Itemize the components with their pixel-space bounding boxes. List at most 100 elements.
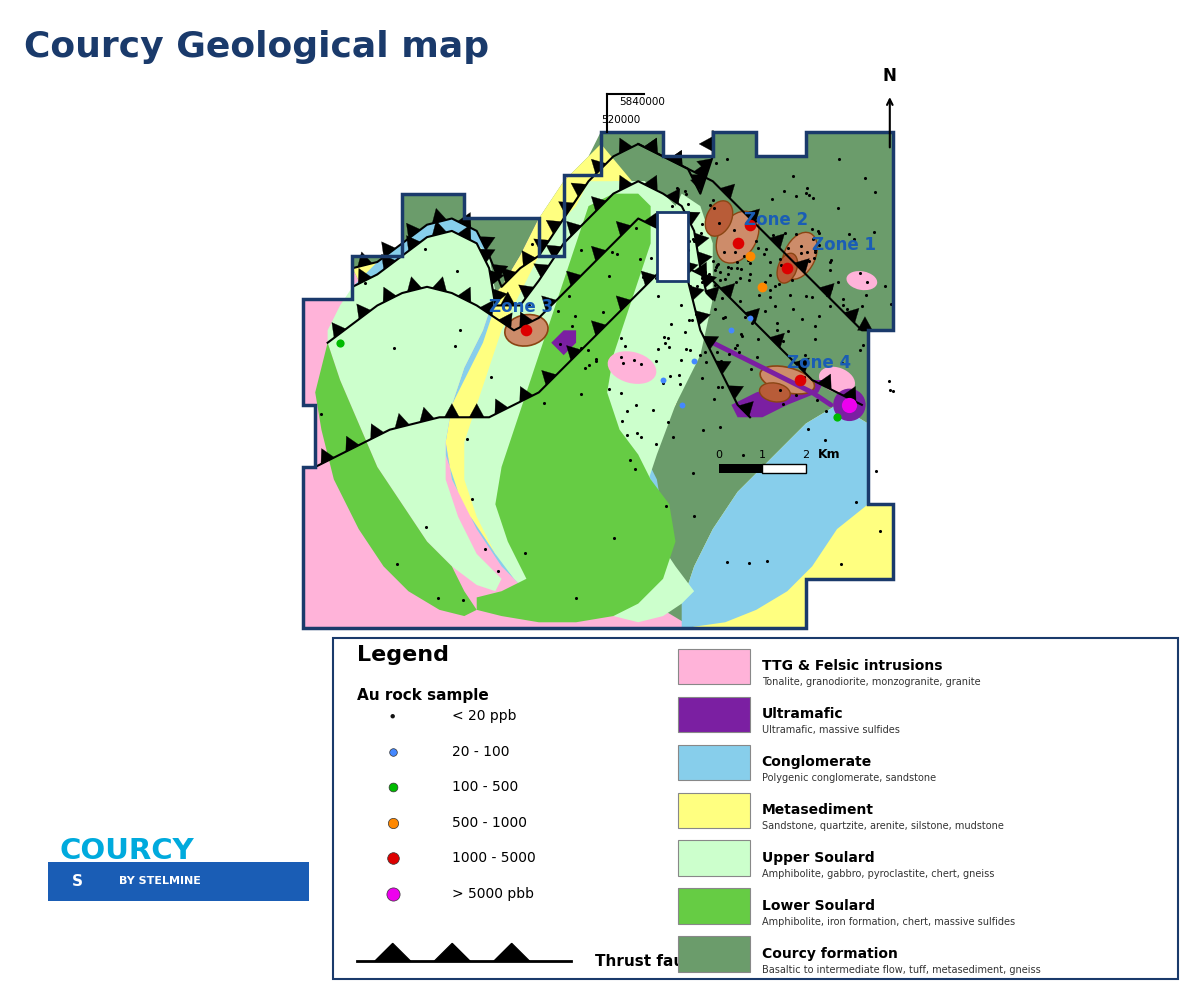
Point <box>489 563 508 579</box>
Point <box>729 344 749 360</box>
Point <box>695 344 714 360</box>
Point <box>684 465 703 481</box>
Point <box>787 187 806 203</box>
Point <box>770 383 789 398</box>
Polygon shape <box>641 271 656 286</box>
Polygon shape <box>745 209 759 224</box>
Text: Km: Km <box>819 448 841 460</box>
Polygon shape <box>539 131 892 628</box>
Point <box>856 171 875 186</box>
Point <box>808 223 827 239</box>
Bar <box>657 212 688 281</box>
Point <box>747 349 766 365</box>
Point <box>726 340 745 356</box>
Point <box>726 236 745 251</box>
Polygon shape <box>302 131 892 628</box>
Point <box>753 279 772 295</box>
Point <box>676 186 695 202</box>
Point <box>580 357 599 373</box>
Point <box>388 556 407 572</box>
Point <box>803 190 822 206</box>
Text: Ultramafic, massive sulfides: Ultramafic, massive sulfides <box>762 725 900 736</box>
Point <box>774 333 793 349</box>
Polygon shape <box>420 407 434 422</box>
Point <box>687 306 706 321</box>
Point <box>605 530 624 546</box>
Point <box>756 304 775 319</box>
Point <box>656 335 675 351</box>
Bar <box>678 649 750 684</box>
Point <box>796 288 815 304</box>
Point <box>684 353 703 369</box>
Point <box>721 259 740 275</box>
Point <box>690 347 709 363</box>
Point <box>578 342 597 358</box>
Text: Zone 3: Zone 3 <box>489 298 553 316</box>
Text: Tonalite, granodiorite, monzogranite, granite: Tonalite, granodiorite, monzogranite, gr… <box>762 677 981 687</box>
Point <box>663 186 682 202</box>
Point <box>740 555 759 571</box>
Point <box>687 278 706 294</box>
Point <box>798 421 818 437</box>
Point <box>516 322 536 338</box>
Polygon shape <box>358 251 372 267</box>
Polygon shape <box>858 317 872 330</box>
Polygon shape <box>407 223 420 239</box>
Polygon shape <box>352 193 539 324</box>
Point <box>662 317 681 332</box>
Point <box>782 272 801 288</box>
Polygon shape <box>619 176 632 190</box>
Point <box>620 452 639 467</box>
Point <box>768 321 787 337</box>
Point <box>766 278 785 294</box>
Text: 1000 - 5000: 1000 - 5000 <box>452 851 536 865</box>
Point <box>520 298 539 314</box>
Point <box>681 278 700 294</box>
Point <box>383 708 402 724</box>
Point <box>731 294 750 310</box>
Polygon shape <box>616 221 631 237</box>
Point <box>802 221 821 237</box>
Polygon shape <box>407 236 420 250</box>
Point <box>768 315 787 330</box>
Point <box>383 743 402 759</box>
Polygon shape <box>682 405 868 628</box>
Point <box>757 553 776 569</box>
Text: Courcy Geological map: Courcy Geological map <box>24 30 489 63</box>
Point <box>707 155 726 171</box>
Point <box>876 278 895 294</box>
Text: Polygenic conglomerate, sandstone: Polygenic conglomerate, sandstone <box>762 773 935 783</box>
Polygon shape <box>690 177 706 191</box>
Point <box>627 425 646 441</box>
Polygon shape <box>616 296 631 311</box>
Point <box>678 196 697 212</box>
Point <box>715 245 734 260</box>
Point <box>679 242 699 257</box>
Polygon shape <box>458 225 471 241</box>
Point <box>565 308 584 323</box>
Point <box>710 216 729 232</box>
Point <box>600 268 619 284</box>
Polygon shape <box>352 219 663 603</box>
Text: Lower Soulard: Lower Soulard <box>762 899 875 913</box>
Point <box>571 242 590 257</box>
Polygon shape <box>370 424 384 439</box>
Text: < 20 ppb: < 20 ppb <box>452 709 516 723</box>
Point <box>851 265 870 281</box>
Polygon shape <box>695 233 709 247</box>
Text: 2: 2 <box>802 450 809 459</box>
Polygon shape <box>382 254 396 269</box>
Point <box>693 216 712 232</box>
Point <box>693 274 712 290</box>
Point <box>691 225 710 241</box>
Point <box>731 270 750 286</box>
Point <box>665 259 684 275</box>
Point <box>649 288 668 304</box>
Point <box>740 272 759 288</box>
Point <box>865 184 884 200</box>
Polygon shape <box>669 151 682 166</box>
Point <box>757 241 776 256</box>
Polygon shape <box>494 944 530 961</box>
Polygon shape <box>520 387 533 402</box>
Point <box>732 326 751 342</box>
